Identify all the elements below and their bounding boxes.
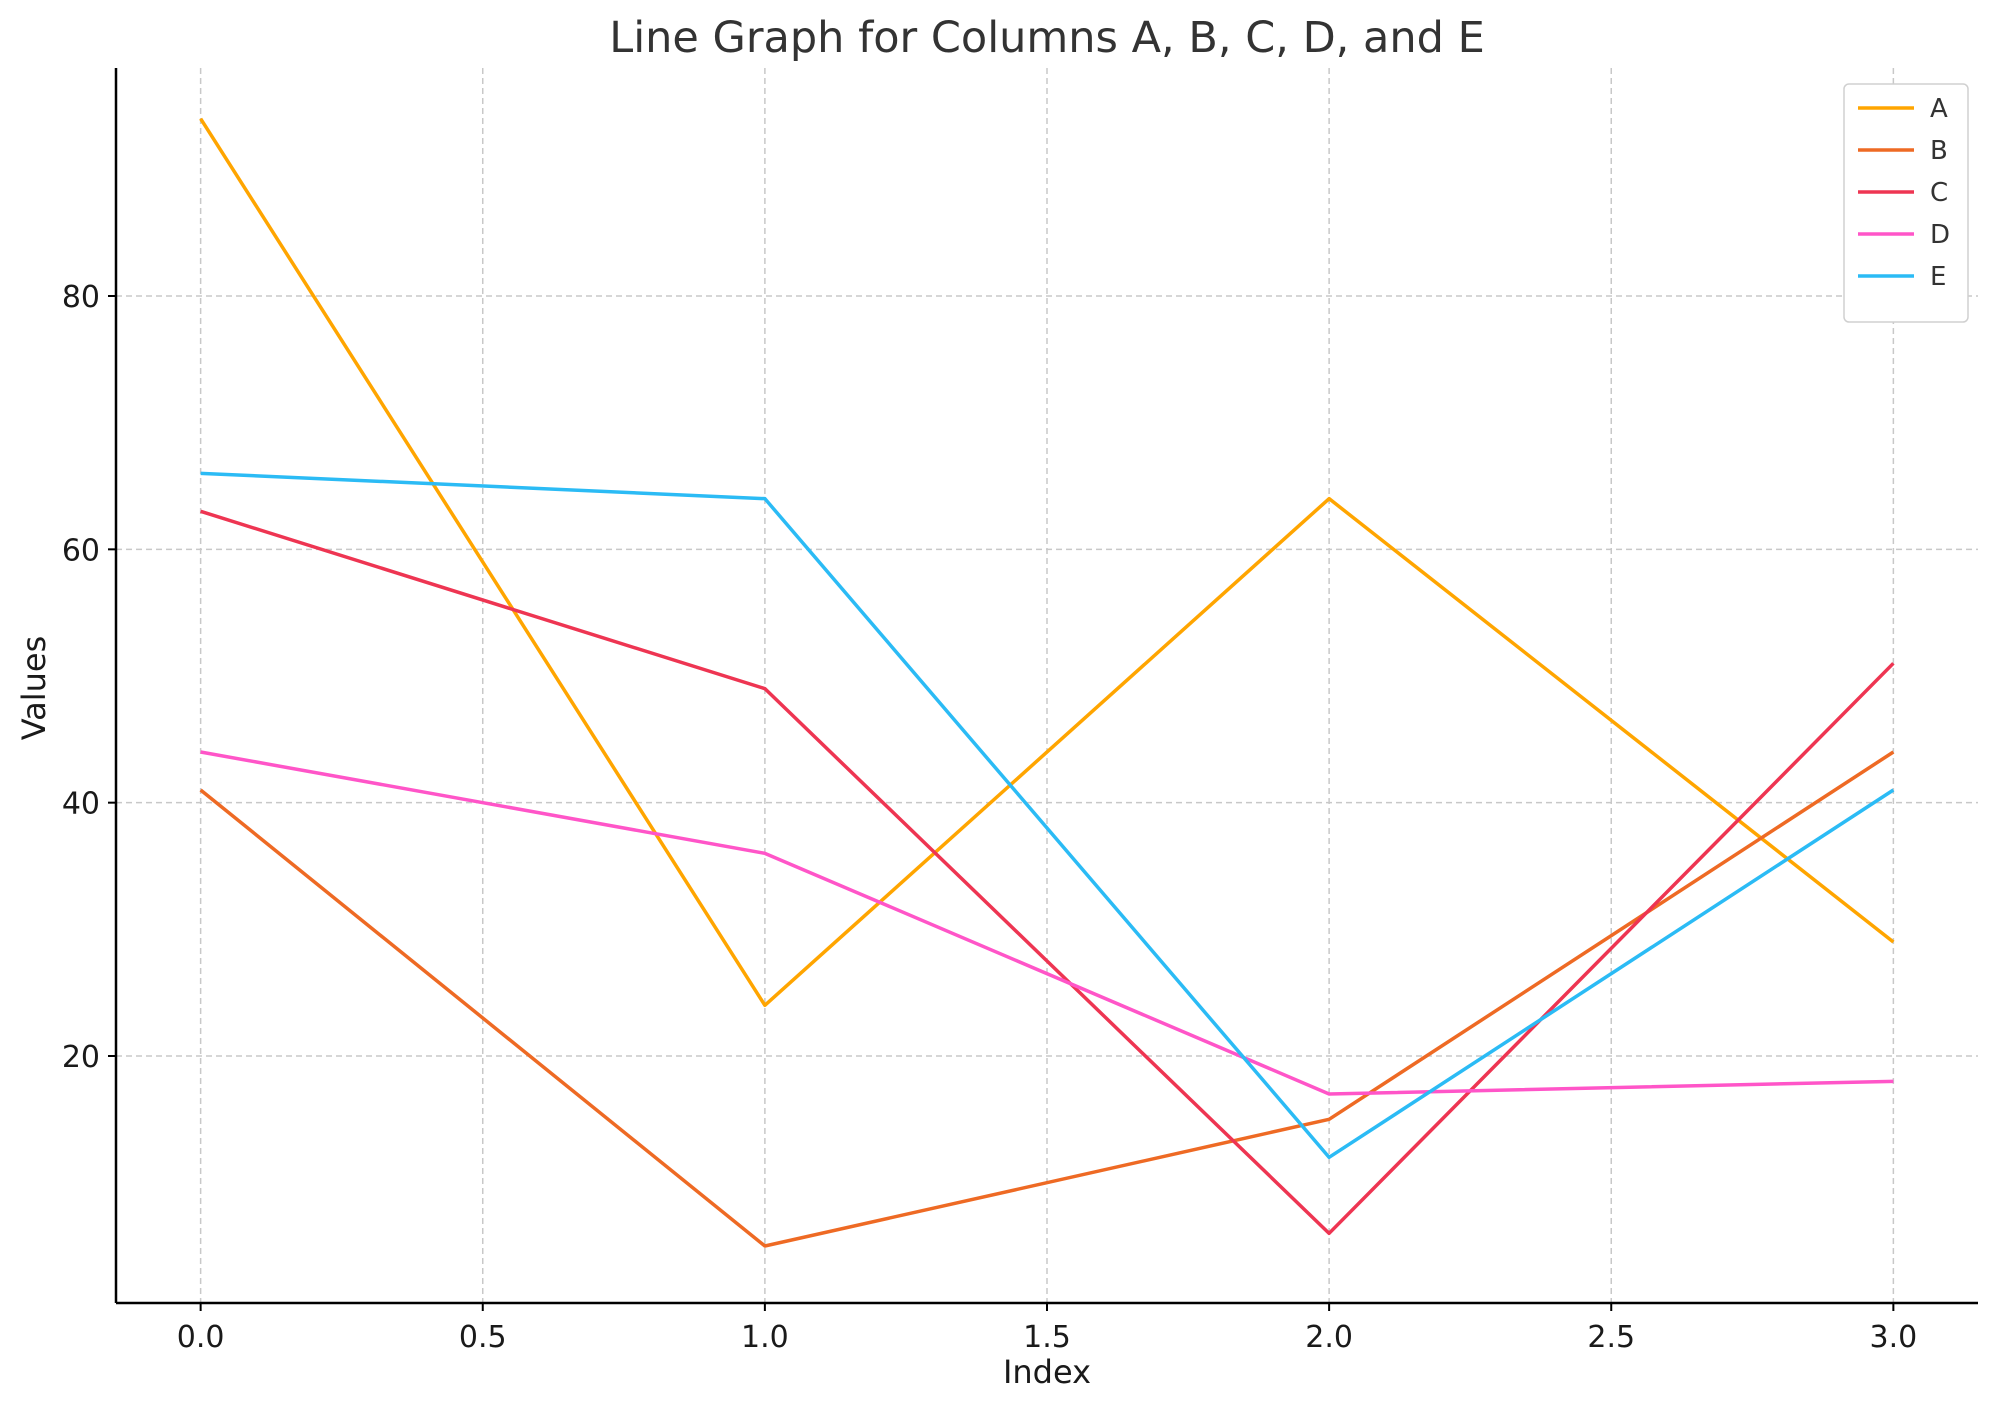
legend-label-D: D — [1930, 220, 1950, 250]
series-lines — [199, 117, 1895, 1248]
x-tick-label: 0.5 — [459, 1320, 507, 1355]
x-tick-label: 1.0 — [741, 1320, 789, 1355]
y-tick-label: 80 — [62, 280, 100, 315]
series-line-C — [200, 509, 1895, 1236]
x-axis-label: Index — [1003, 1353, 1091, 1391]
y-axis-ticks: 20 40 60 80 — [62, 280, 116, 1075]
y-axis-label: Values — [15, 636, 53, 741]
series-line-A — [199, 117, 1895, 1008]
x-tick-label: 2.0 — [1305, 1320, 1353, 1355]
series-line-E — [200, 471, 1895, 1160]
legend-label-E: E — [1930, 262, 1946, 292]
legend-label-C: C — [1930, 178, 1948, 208]
x-tick-label: 2.5 — [1587, 1320, 1635, 1355]
legend-frame — [1843, 83, 1969, 323]
series-line-D — [200, 750, 1894, 1096]
y-tick-label: 60 — [62, 533, 100, 568]
chart-title: Line Graph for Columns A, B, C, D, and E — [609, 13, 1485, 63]
x-tick-label: 0.0 — [177, 1320, 225, 1355]
legend-label-B: B — [1930, 136, 1948, 166]
x-tick-label: 1.5 — [1023, 1320, 1071, 1355]
series-line-B — [199, 750, 1895, 1248]
legend-label-A: A — [1930, 94, 1948, 124]
y-tick-label: 20 — [62, 1040, 100, 1075]
grid — [116, 68, 1978, 1303]
y-tick-label: 40 — [62, 787, 100, 822]
x-axis-ticks: 0.0 0.5 1.0 1.5 2.0 2.5 3.0 — [177, 1303, 1917, 1355]
x-tick-label: 3.0 — [1870, 1320, 1918, 1355]
